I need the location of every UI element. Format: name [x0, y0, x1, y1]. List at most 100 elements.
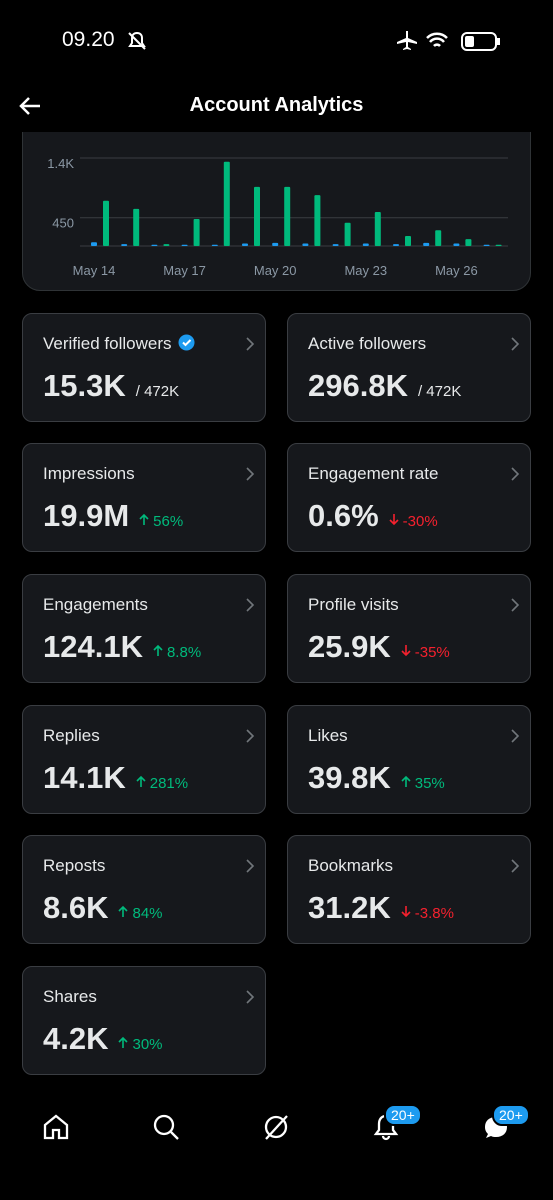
metric-card[interactable]: Engagement rate 0.6% -30% — [287, 443, 531, 552]
metric-card[interactable]: Shares 4.2K 30% — [22, 966, 266, 1075]
chevron — [246, 990, 255, 1004]
metric-change: 35% — [401, 775, 445, 792]
bar — [242, 243, 248, 246]
metric-value: 39.8K 35% — [308, 760, 445, 796]
chevron — [511, 729, 520, 743]
metric-value-text: 39.8K — [308, 760, 391, 795]
metric-label: Verified followers — [43, 334, 195, 354]
metric-card[interactable]: Engagements 124.1K 8.8% — [22, 574, 266, 683]
metric-card[interactable]: Bookmarks 31.2K -3.8% — [287, 835, 531, 944]
metric-card[interactable]: Verified followers 15.3K / 472K — [22, 313, 266, 422]
verified-badge — [178, 334, 195, 351]
metric-change-text: 56% — [153, 513, 184, 530]
y-tick-label: 450 — [52, 216, 74, 231]
bar — [121, 244, 128, 246]
metric-label-text: Engagement rate — [308, 464, 439, 483]
bar — [453, 243, 460, 246]
y-tick-label: 1.4K — [47, 156, 74, 171]
metric-label: Reposts — [43, 856, 105, 876]
metric-value: 15.3K / 472K — [43, 368, 179, 404]
metric-card[interactable]: Likes 39.8K 35% — [287, 705, 531, 814]
bar — [91, 242, 97, 246]
metric-value-text: 25.9K — [308, 629, 391, 664]
metric-value-text: 31.2K — [308, 890, 391, 925]
metric-value-text: 0.6% — [308, 498, 379, 533]
metric-value: 0.6% -30% — [308, 498, 438, 534]
chevron — [511, 337, 520, 351]
metric-label-text: Profile visits — [308, 595, 399, 614]
metric-change: -30% — [389, 513, 438, 530]
bar — [254, 186, 260, 246]
x-tick-label: May 26 — [435, 263, 478, 278]
chart: 450 1.4K May 14 May 17 May 20 May 23 May 26 — [47, 156, 508, 278]
bottom-nav: 20+ 20+ — [0, 1100, 553, 1160]
bar — [302, 243, 309, 246]
metric-label-text: Impressions — [43, 464, 135, 483]
metric-change: 84% — [118, 905, 163, 922]
page-title: Account Analytics — [189, 94, 364, 116]
metric-change-text: -30% — [402, 513, 438, 530]
metric-card[interactable]: Reposts 8.6K 84% — [22, 835, 266, 944]
metric-card[interactable]: Impressions 19.9M 56% — [22, 443, 266, 552]
trend-arrow — [153, 644, 163, 656]
metric-card[interactable]: Replies 14.1K 281% — [22, 705, 266, 814]
metric-value: 4.2K 30% — [43, 1021, 163, 1057]
bar — [103, 200, 109, 246]
metric-card[interactable]: Profile visits 25.9K -35% — [287, 574, 531, 683]
trend-arrow — [401, 906, 411, 918]
bar — [495, 244, 502, 246]
trend-arrow — [401, 775, 411, 787]
metric-card[interactable]: Active followers 296.8K / 472K — [287, 313, 531, 422]
time: 09.20 — [62, 28, 115, 51]
metric-label: Shares — [43, 987, 97, 1007]
metric-value-text: 124.1K — [43, 629, 143, 664]
metric-value: 296.8K / 472K — [308, 368, 461, 404]
trend-arrow — [401, 645, 411, 657]
bar — [483, 244, 490, 246]
metric-change-text: -3.8% — [414, 905, 454, 922]
metric-total: / 472K — [135, 383, 180, 400]
metric-change-text: 30% — [132, 1036, 163, 1053]
metric-change: 8.8% — [153, 644, 201, 661]
metric-label-text: Bookmarks — [308, 856, 394, 875]
metric-label: Profile visits — [308, 595, 399, 615]
mute-icon — [128, 31, 146, 50]
bar — [223, 161, 230, 246]
chevron — [246, 859, 255, 873]
notifications-badge: 20+ — [384, 1104, 422, 1126]
bar — [332, 244, 339, 246]
chevron — [511, 859, 520, 873]
bar — [465, 239, 472, 246]
back-button[interactable] — [18, 94, 42, 118]
metric-change: 281% — [136, 775, 188, 792]
x-tick-label: May 17 — [163, 263, 206, 278]
trend-arrow — [118, 905, 129, 917]
chevron — [511, 467, 520, 481]
metric-label-text: Engagements — [43, 595, 148, 614]
grok-tab[interactable] — [262, 1113, 290, 1141]
metric-label-text: Active followers — [308, 334, 427, 353]
metric-label-text: Reposts — [43, 856, 106, 875]
metric-change: 56% — [139, 513, 183, 530]
metric-label: Active followers — [308, 334, 426, 354]
bar — [362, 243, 369, 246]
metric-value-text: 15.3K — [43, 368, 126, 403]
trend-arrow — [139, 513, 149, 525]
metric-value-text: 4.2K — [43, 1021, 109, 1056]
metric-value: 124.1K 8.8% — [43, 629, 201, 665]
bar — [405, 235, 411, 246]
home-tab[interactable] — [42, 1113, 70, 1141]
bar — [423, 242, 430, 246]
search-tab[interactable] — [152, 1113, 180, 1141]
bar — [284, 186, 291, 246]
metric-change-text: 8.8% — [166, 644, 202, 661]
metric-label: Bookmarks — [308, 856, 393, 876]
bar — [163, 244, 170, 246]
chevron — [511, 598, 520, 612]
bar — [151, 244, 158, 246]
bar — [181, 244, 188, 246]
metric-value: 31.2K -3.8% — [308, 890, 454, 926]
trend-arrow — [136, 775, 146, 787]
metric-change-text: 281% — [149, 775, 189, 792]
